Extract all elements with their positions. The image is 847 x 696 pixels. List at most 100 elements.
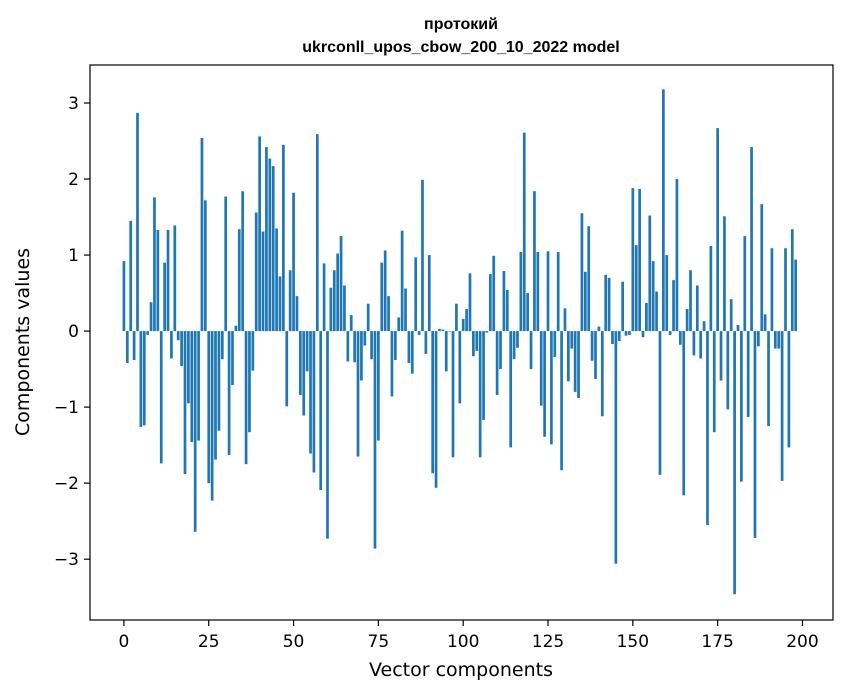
x-tick-label: 200 [786,632,818,652]
bar [275,228,278,332]
bar [421,179,424,332]
bar [349,315,353,332]
bar [465,309,468,332]
bar [136,112,139,332]
bar [750,147,753,332]
bar [675,179,679,332]
bar [251,331,255,371]
x-axis-label: Vector components [369,659,553,681]
bar [529,331,533,370]
bar [224,196,228,332]
bar [478,331,482,458]
bar [397,317,401,332]
bar [472,331,475,357]
bar [692,331,696,356]
bar [170,331,173,359]
bar [217,331,221,431]
bar [641,331,645,338]
bar [624,331,628,336]
bar [207,331,211,484]
bar [190,331,194,443]
bar [539,331,543,406]
bar [746,331,750,418]
bar [142,331,146,426]
bar [163,262,166,332]
bar [784,248,787,332]
y-tick-label: 0 [68,322,79,342]
bar [502,271,506,332]
bar [237,229,241,332]
bar [220,331,224,360]
bar [607,277,611,332]
bar [370,331,373,360]
bar [672,280,675,332]
bar [526,293,530,332]
x-tick-label: 50 [283,632,305,652]
x-axis-ticks: 0 25 50 75 100 125 150 175 200 [119,620,819,652]
bar [282,144,285,332]
chart-title-line1: протокий [424,16,498,33]
bar [662,89,665,332]
bar [461,318,465,332]
bar [353,331,356,363]
bar [763,314,767,332]
bar [309,331,312,454]
bar [295,296,299,332]
bar [305,331,309,372]
bar [733,331,736,595]
bar [258,136,261,332]
bar [156,229,160,332]
bar [600,331,604,417]
bar [563,308,567,332]
bar [448,331,451,332]
bar [726,331,730,410]
bar [288,270,292,332]
bar [685,309,689,332]
bar [723,216,726,332]
bar [753,331,757,538]
bar [332,270,336,332]
bar [366,303,370,332]
bar [580,213,584,332]
bar [265,147,268,332]
bar [634,245,638,332]
bar [543,331,546,437]
bar [363,331,367,346]
bar [451,331,455,458]
y-tick-label: −1 [54,398,79,418]
bar [346,331,350,362]
bar [682,331,686,496]
x-tick-label: 125 [532,632,564,652]
bar [573,331,577,392]
bar [180,331,183,367]
bar [444,331,448,372]
bar [254,212,258,332]
bar [241,191,245,332]
x-tick-label: 175 [701,632,733,652]
bar [505,290,509,332]
y-tick-label: 2 [68,170,79,190]
bar [298,331,302,395]
bar [556,252,560,332]
bar [499,331,502,370]
bar [743,236,747,332]
bar [414,257,418,332]
bar [339,236,343,332]
bar [400,230,404,332]
bar [621,281,625,332]
bar [702,321,706,332]
bar [475,331,479,351]
bar [231,331,234,386]
bar [319,331,323,490]
plot-frame [89,64,834,621]
bar [706,331,709,525]
bar [709,245,713,332]
bar [438,328,441,332]
bar [285,331,289,407]
bar [638,188,641,332]
bar [689,270,692,332]
bar [577,331,580,398]
bar [509,331,513,448]
bar [716,128,719,332]
bar [373,331,377,549]
